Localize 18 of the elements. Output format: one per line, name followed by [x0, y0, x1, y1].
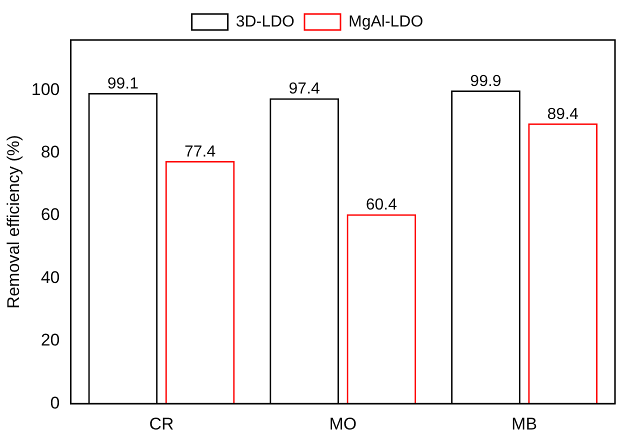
data-label: 60.4: [366, 196, 398, 214]
legend-label: MgAl-LDO: [348, 13, 424, 30]
data-label: 89.4: [547, 106, 579, 123]
y-tick-label: 100: [31, 80, 60, 99]
x-tick-label: CR: [149, 414, 174, 434]
data-label: 97.4: [288, 80, 320, 98]
y-tick-label: 0: [50, 393, 60, 412]
y-tick-label: 20: [40, 330, 60, 350]
data-label: 77.4: [184, 143, 216, 160]
y-tick-label: 60: [40, 205, 60, 224]
x-tick-label: MB: [512, 414, 538, 434]
x-tick-label: MO: [329, 414, 357, 434]
legend-label: 3D-LDO: [236, 13, 295, 30]
y-tick-label: 80: [40, 142, 60, 162]
y-tick-label: 40: [40, 268, 60, 287]
y-axis-title: Removal efficiency (%): [4, 135, 23, 309]
data-label: 99.9: [470, 72, 502, 90]
data-label: 99.1: [107, 75, 139, 92]
